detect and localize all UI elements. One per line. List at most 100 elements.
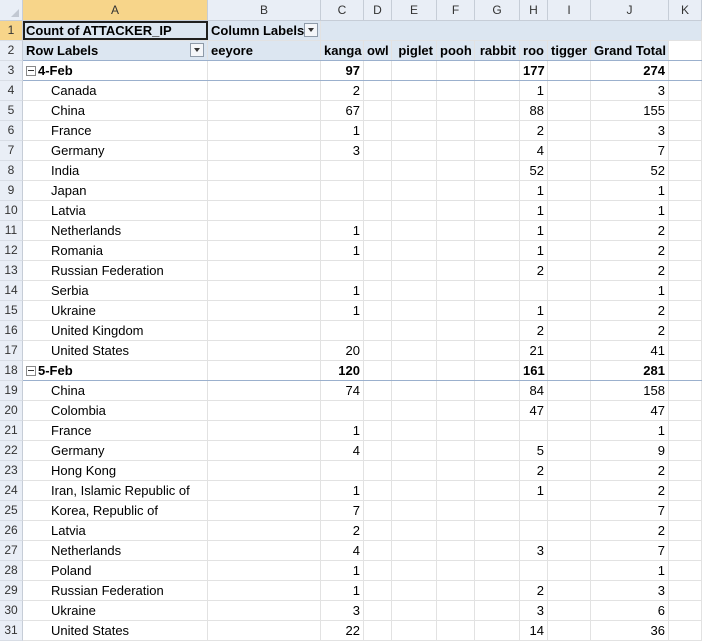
value-cell-total[interactable]: 3 [591, 121, 669, 140]
series-header-kanga[interactable]: kanga [321, 41, 364, 60]
series-header-owl[interactable]: owl [364, 41, 392, 60]
value-cell-tigger[interactable] [548, 321, 591, 340]
series-header-pooh[interactable]: pooh [437, 41, 475, 60]
value-cell-roo[interactable]: 177 [520, 61, 548, 80]
value-cell-tigger[interactable] [548, 341, 591, 360]
series-header-piglet[interactable]: piglet [392, 41, 437, 60]
value-cell-tigger[interactable] [548, 81, 591, 100]
value-cell-tigger[interactable] [548, 561, 591, 580]
value-cell-piglet[interactable] [392, 81, 437, 100]
value-cell-roo[interactable] [520, 281, 548, 300]
value-cell-roo[interactable]: 161 [520, 361, 548, 380]
value-cell-roo[interactable] [520, 421, 548, 440]
value-cell-owl[interactable] [364, 341, 392, 360]
value-cell-pooh[interactable] [437, 361, 475, 380]
value-cell-tigger[interactable] [548, 281, 591, 300]
row-header[interactable]: 28 [0, 561, 23, 581]
column-header-d[interactable]: D [364, 0, 392, 20]
value-cell-eeyore[interactable] [208, 421, 321, 440]
value-cell-owl[interactable] [364, 461, 392, 480]
value-cell-rabbit[interactable] [475, 381, 520, 400]
select-all-corner[interactable] [0, 0, 23, 20]
value-cell-rabbit[interactable] [475, 201, 520, 220]
country-label-cell[interactable]: Russian Federation [23, 581, 208, 600]
value-cell-k[interactable] [669, 421, 702, 440]
value-cell-tigger[interactable] [548, 221, 591, 240]
column-header-f[interactable]: F [437, 0, 475, 20]
value-cell-tigger[interactable] [548, 381, 591, 400]
value-cell-piglet[interactable] [392, 101, 437, 120]
value-cell-tigger[interactable] [548, 481, 591, 500]
value-cell-pooh[interactable] [437, 221, 475, 240]
value-cell-rabbit[interactable] [475, 561, 520, 580]
value-cell-piglet[interactable] [392, 481, 437, 500]
value-cell-total[interactable]: 2 [591, 461, 669, 480]
value-cell-roo[interactable]: 21 [520, 341, 548, 360]
value-cell-piglet[interactable] [392, 161, 437, 180]
value-cell-kanga[interactable]: 1 [321, 421, 364, 440]
value-cell-piglet[interactable] [392, 241, 437, 260]
value-cell-rabbit[interactable] [475, 261, 520, 280]
value-cell-k[interactable] [669, 521, 702, 540]
value-cell-eeyore[interactable] [208, 381, 321, 400]
value-cell-piglet[interactable] [392, 261, 437, 280]
value-cell-piglet[interactable] [392, 121, 437, 140]
value-cell-eeyore[interactable] [208, 581, 321, 600]
value-cell-total[interactable]: 281 [591, 361, 669, 380]
value-cell-rabbit[interactable] [475, 521, 520, 540]
value-cell-kanga[interactable]: 20 [321, 341, 364, 360]
value-cell-owl[interactable] [364, 201, 392, 220]
column-header-g[interactable]: G [475, 0, 520, 20]
value-cell-k[interactable] [669, 281, 702, 300]
value-cell-k[interactable] [669, 81, 702, 100]
value-cell-total[interactable]: 2 [591, 321, 669, 340]
value-cell-total[interactable]: 2 [591, 481, 669, 500]
value-cell-tigger[interactable] [548, 521, 591, 540]
value-cell-eeyore[interactable] [208, 601, 321, 620]
value-cell-total[interactable]: 47 [591, 401, 669, 420]
value-cell-roo[interactable]: 1 [520, 81, 548, 100]
country-label-cell[interactable]: United States [23, 621, 208, 640]
value-cell-eeyore[interactable] [208, 201, 321, 220]
country-label-cell[interactable]: Ukraine [23, 601, 208, 620]
value-cell-pooh[interactable] [437, 421, 475, 440]
value-cell-kanga[interactable]: 1 [321, 121, 364, 140]
value-cell-roo[interactable]: 3 [520, 601, 548, 620]
value-cell-kanga[interactable]: 1 [321, 581, 364, 600]
value-cell-owl[interactable] [364, 621, 392, 640]
value-cell-total[interactable]: 2 [591, 301, 669, 320]
row-header[interactable]: 11 [0, 221, 23, 241]
value-cell-total[interactable]: 2 [591, 221, 669, 240]
row-header[interactable]: 30 [0, 601, 23, 621]
value-cell-total[interactable]: 2 [591, 261, 669, 280]
value-cell-owl[interactable] [364, 81, 392, 100]
value-cell-tigger[interactable] [548, 501, 591, 520]
value-cell-piglet[interactable] [392, 581, 437, 600]
value-cell-piglet[interactable] [392, 221, 437, 240]
value-cell-total[interactable]: 1 [591, 181, 669, 200]
country-label-cell[interactable]: China [23, 381, 208, 400]
value-cell-kanga[interactable]: 97 [321, 61, 364, 80]
value-cell-roo[interactable]: 47 [520, 401, 548, 420]
value-cell-k[interactable] [669, 201, 702, 220]
value-cell-kanga[interactable] [321, 321, 364, 340]
country-label-cell[interactable]: Netherlands [23, 221, 208, 240]
column-header-k[interactable]: K [669, 0, 702, 20]
value-cell-tigger[interactable] [548, 61, 591, 80]
value-cell-piglet[interactable] [392, 381, 437, 400]
value-cell-total[interactable]: 6 [591, 601, 669, 620]
value-cell-pooh[interactable] [437, 621, 475, 640]
value-cell-rabbit[interactable] [475, 181, 520, 200]
country-label-cell[interactable]: France [23, 421, 208, 440]
value-cell-owl[interactable] [364, 281, 392, 300]
value-cell-rabbit[interactable] [475, 61, 520, 80]
value-cell-rabbit[interactable] [475, 301, 520, 320]
value-cell-pooh[interactable] [437, 181, 475, 200]
value-cell-eeyore[interactable] [208, 561, 321, 580]
value-cell-owl[interactable] [364, 61, 392, 80]
value-cell-pooh[interactable] [437, 561, 475, 580]
value-cell-k[interactable] [669, 581, 702, 600]
value-cell-kanga[interactable]: 74 [321, 381, 364, 400]
row-header[interactable]: 29 [0, 581, 23, 601]
column-header-i[interactable]: I [548, 0, 591, 20]
